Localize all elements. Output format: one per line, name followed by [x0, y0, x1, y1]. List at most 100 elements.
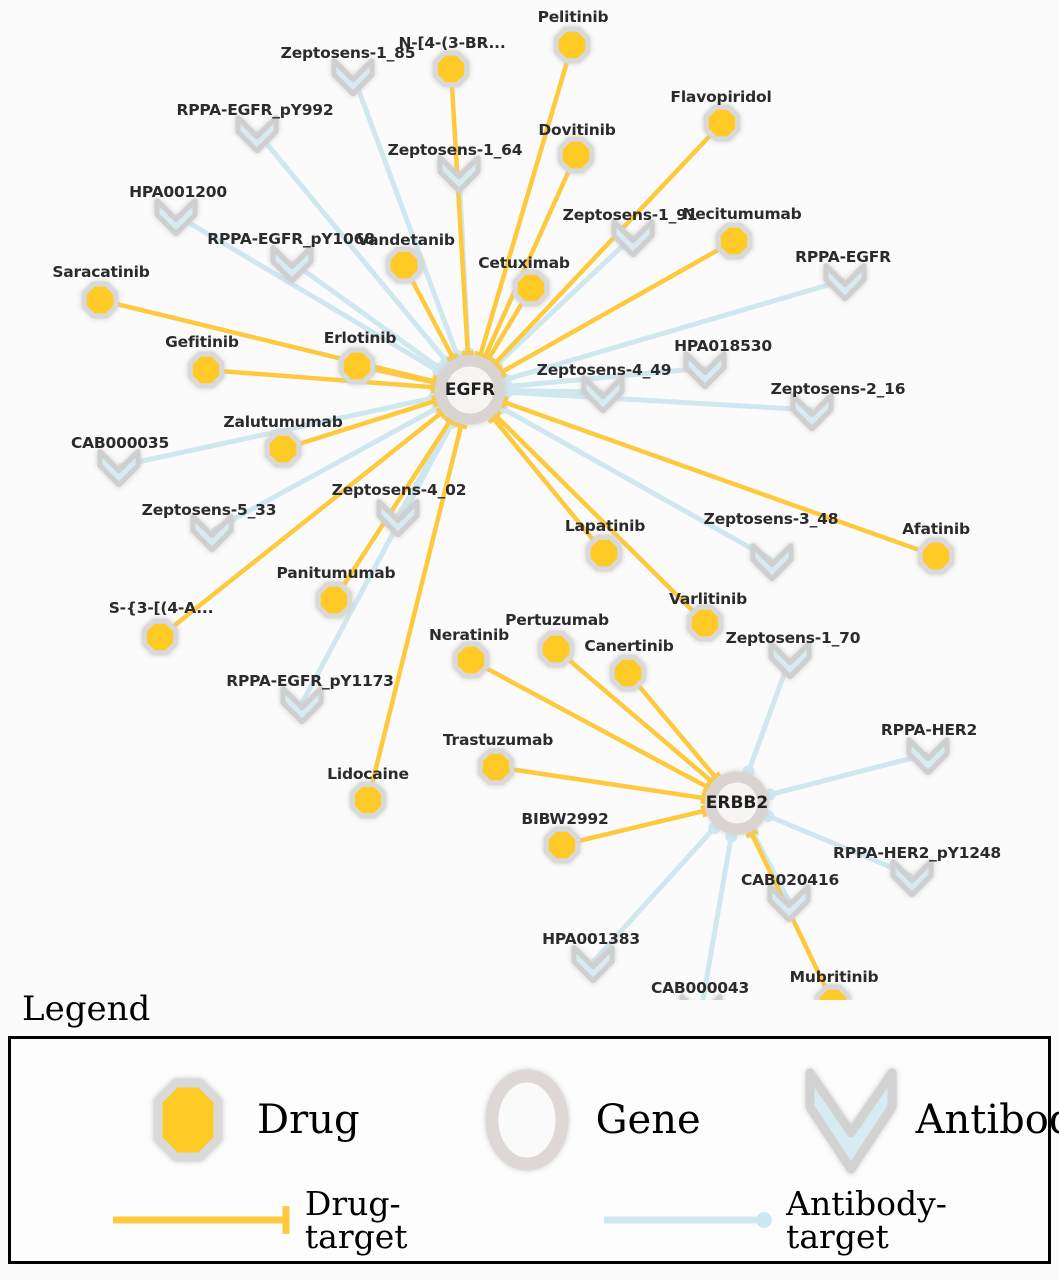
antibody-node[interactable]: [906, 737, 950, 776]
edge: [448, 68, 471, 354]
antibody-target-edge-icon: [604, 1211, 773, 1228]
edge: [469, 658, 709, 789]
edge: [769, 751, 929, 797]
legend-item-antibody: Antibody: [796, 1061, 1059, 1179]
drug-node[interactable]: [432, 50, 470, 88]
antibody-node[interactable]: [190, 514, 234, 553]
edge-cap: [435, 406, 447, 420]
drug-node[interactable]: [686, 604, 724, 642]
drug-node[interactable]: [385, 246, 423, 284]
edge: [483, 154, 579, 358]
edge: [491, 417, 606, 555]
edge: [332, 419, 452, 602]
antibody-node[interactable]: [683, 351, 727, 390]
drug-node[interactable]: [553, 26, 591, 64]
gene-node[interactable]: [435, 355, 505, 425]
antibody-node[interactable]: [571, 945, 615, 984]
edge: [700, 836, 734, 1000]
antibody-node[interactable]: [890, 859, 934, 898]
edge-cap: [430, 394, 439, 408]
drug-node[interactable]: [315, 581, 353, 619]
edge-cap: [443, 415, 457, 427]
drug-node[interactable]: [349, 781, 387, 819]
antibody-icon: [805, 1068, 897, 1174]
drug-node[interactable]: [187, 351, 225, 389]
antibody-node[interactable]: [235, 115, 279, 154]
edge: [506, 389, 813, 413]
drug-node[interactable]: [715, 222, 753, 260]
edge: [504, 400, 937, 559]
network-canvas: [81, 26, 955, 1000]
legend: Legend Drug Gene: [0, 989, 1059, 1264]
edge-cap: [700, 804, 708, 818]
edge: [493, 121, 724, 365]
edge: [495, 234, 635, 367]
edge-cap: [446, 352, 460, 363]
antibody-node[interactable]: [611, 219, 655, 258]
drug-node[interactable]: [477, 748, 515, 786]
edge: [255, 130, 449, 364]
edge: [299, 421, 455, 705]
edge-cap: [461, 350, 474, 356]
antibody-node[interactable]: [154, 198, 198, 237]
antibody-node[interactable]: [437, 155, 481, 194]
edge: [205, 367, 434, 390]
edge: [494, 414, 707, 625]
legend-item-antibody-target: Antibody-target: [602, 1187, 1048, 1253]
antibody-node[interactable]: [97, 449, 141, 488]
edge: [290, 259, 442, 371]
gene-node[interactable]: [705, 771, 769, 835]
drug-node[interactable]: [264, 430, 302, 468]
drug-node[interactable]: [452, 641, 490, 679]
edge: [767, 813, 913, 879]
edge-cap: [482, 353, 496, 364]
antibody-node[interactable]: [270, 245, 314, 284]
edge: [495, 764, 704, 801]
edge-cap: [430, 375, 438, 389]
edge-cap: [745, 829, 759, 839]
antibody-node[interactable]: [581, 375, 625, 414]
antibody-node[interactable]: [790, 393, 834, 432]
edges-layer: [99, 44, 937, 1000]
legend-item-drug-target: Drug-target: [111, 1187, 502, 1253]
drug-node[interactable]: [814, 984, 852, 1000]
edge: [501, 239, 736, 374]
drug-node[interactable]: [609, 654, 647, 692]
antibody-node[interactable]: [767, 884, 811, 923]
antibody-node[interactable]: [823, 263, 867, 302]
legend-shapes-row: Drug Gene Antibody: [11, 1061, 1059, 1179]
antibody-node[interactable]: [376, 499, 420, 538]
legend-label-antibody: Antibody: [915, 1096, 1059, 1143]
drug-node[interactable]: [338, 347, 376, 385]
drug-node[interactable]: [543, 826, 581, 864]
legend-label-antibody-target: Antibody-target: [786, 1183, 947, 1256]
edge: [504, 277, 846, 382]
nodes-layer: [81, 26, 955, 1000]
drug-node[interactable]: [585, 534, 623, 572]
drug-node[interactable]: [537, 630, 575, 668]
antibody-node[interactable]: [331, 58, 375, 97]
edge: [158, 411, 443, 639]
legend-label-gene: Gene: [595, 1096, 701, 1143]
legend-title: Legend: [22, 989, 151, 1029]
edge-cap: [709, 771, 722, 783]
drug-node[interactable]: [141, 618, 179, 656]
antibody-node[interactable]: [750, 543, 794, 582]
drug-node[interactable]: [557, 136, 595, 174]
edge: [591, 826, 717, 964]
gene-icon: [485, 1069, 569, 1171]
legend-item-drug: Drug: [129, 1061, 360, 1179]
edge: [501, 405, 774, 563]
legend-item-gene: Gene: [468, 1061, 701, 1179]
drug-node[interactable]: [917, 537, 955, 575]
edge: [746, 657, 793, 772]
drug-node[interactable]: [512, 269, 550, 307]
edge-cap: [497, 365, 508, 379]
antibody-node[interactable]: [280, 686, 324, 725]
edge: [365, 425, 464, 801]
antibody-node[interactable]: [768, 641, 812, 680]
drug-node[interactable]: [703, 104, 741, 142]
drug-node[interactable]: [81, 281, 119, 319]
edge-cap: [500, 396, 509, 409]
